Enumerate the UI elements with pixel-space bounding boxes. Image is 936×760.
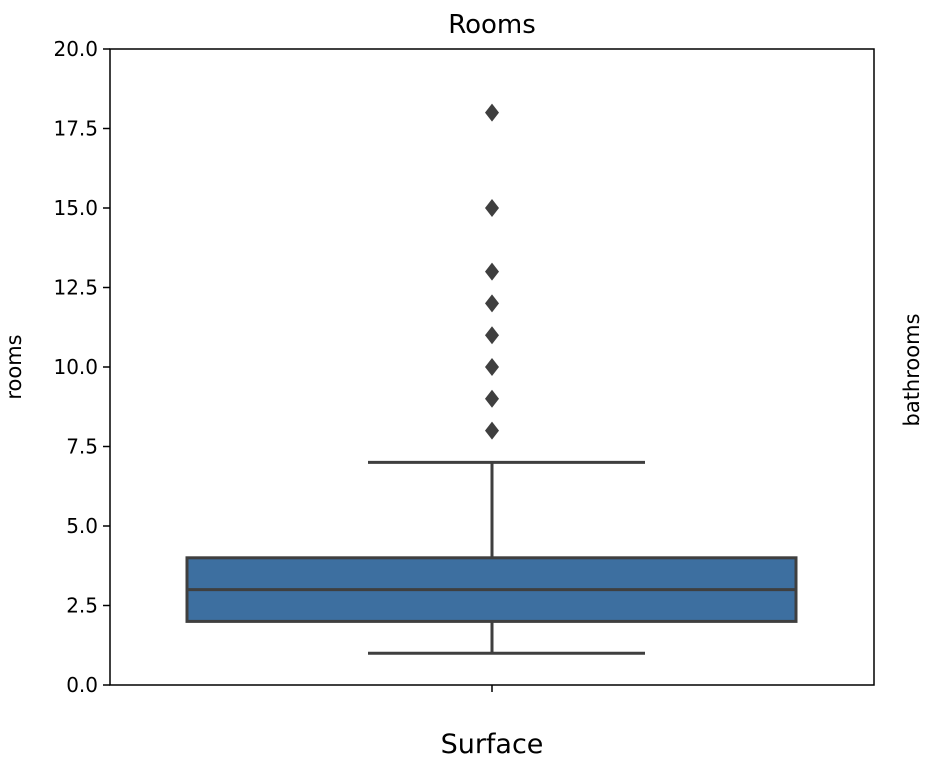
chart-title: Rooms [448, 10, 536, 40]
outlier-point [485, 421, 499, 440]
y-tick-label: 15.0 [53, 196, 98, 220]
y-tick-label: 17.5 [53, 117, 98, 141]
y-tick-label: 12.5 [53, 276, 98, 300]
outlier-point [485, 262, 499, 281]
y-axis: 0.0 2.5 5.0 7.5 10.0 12.5 15.0 17.5 20.0 [53, 37, 110, 697]
y-tick-label: 0.0 [66, 673, 98, 697]
y-axis-label: rooms [2, 334, 26, 399]
y-tick-label: 20.0 [53, 37, 98, 61]
outlier-point [485, 103, 499, 122]
plot-area [185, 103, 798, 655]
right-axis-label: bathrooms [900, 313, 924, 426]
x-axis-label: Surface [441, 729, 544, 760]
outlier-point [485, 326, 499, 345]
outlier-point [485, 389, 499, 408]
y-tick-label: 10.0 [53, 355, 98, 379]
outlier-point [485, 294, 499, 313]
outlier-point [485, 358, 499, 376]
y-tick-label: 2.5 [66, 594, 98, 618]
outlier-point [485, 199, 499, 217]
y-tick-label: 7.5 [66, 435, 98, 459]
y-tick-label: 5.0 [66, 514, 98, 538]
